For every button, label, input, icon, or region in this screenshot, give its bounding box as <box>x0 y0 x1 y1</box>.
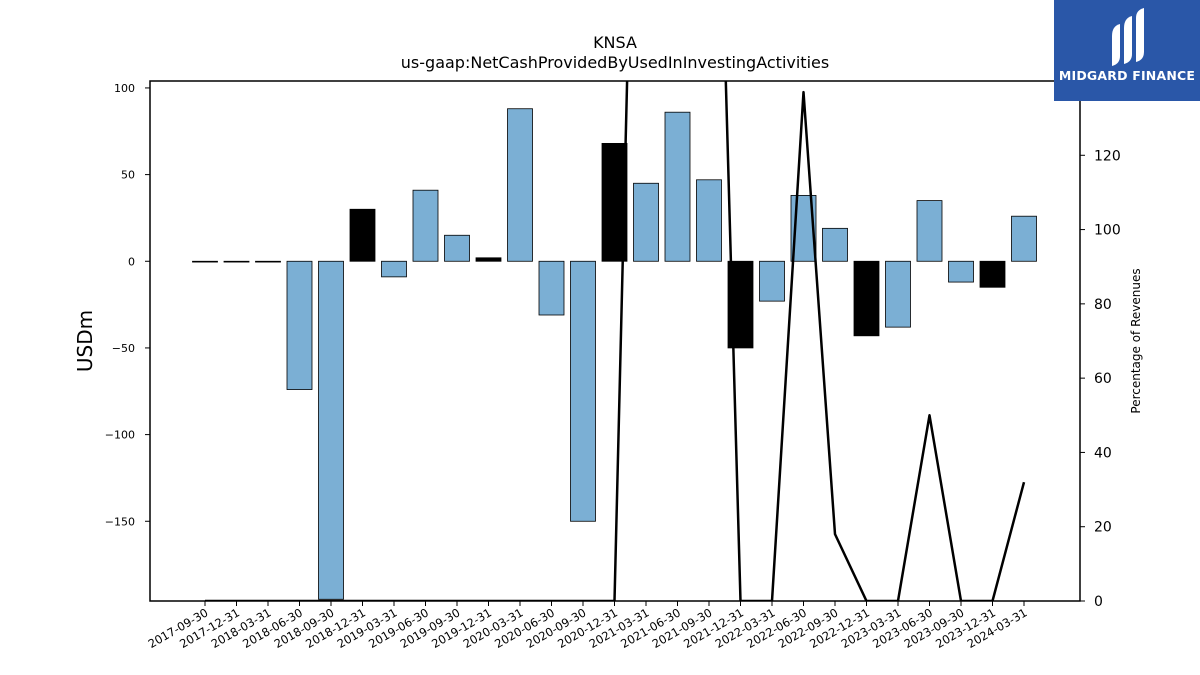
y2-tick-label: 100 <box>1094 223 1121 239</box>
bar <box>255 260 281 263</box>
bar <box>759 260 785 302</box>
bar <box>633 182 659 262</box>
midgard-logo-icon <box>1112 8 1144 66</box>
bar <box>318 260 344 600</box>
y2-tick-label: 60 <box>1094 371 1112 387</box>
bar <box>853 260 880 337</box>
y2-tick-label: 120 <box>1094 148 1121 164</box>
bar <box>286 260 313 390</box>
y-tick-label: 0 <box>128 255 135 268</box>
bar <box>475 257 502 262</box>
bar <box>507 108 533 262</box>
bar-series <box>192 108 1037 600</box>
bar <box>696 179 722 262</box>
bar <box>1011 215 1037 262</box>
y2-axis: 0 20 40 60 80 100 120 <box>1080 148 1121 610</box>
y2-tick-label: 0 <box>1094 594 1103 610</box>
y2-axis-label: Percentage of Revenues <box>1129 268 1143 413</box>
y-axis: 100 50 0 −50 −100 −150 <box>105 82 150 528</box>
bar <box>381 260 407 278</box>
y2-tick-label: 20 <box>1094 520 1112 536</box>
y-tick-label: 100 <box>114 82 135 95</box>
y-tick-label: 50 <box>121 169 135 182</box>
bar <box>979 260 1006 288</box>
y-tick-label: −100 <box>105 429 135 442</box>
bar <box>822 227 848 262</box>
brand-name: MIDGARD FINANCE <box>1058 68 1196 83</box>
y2-tick-label: 40 <box>1094 445 1112 461</box>
brand-logo: MIDGARD FINANCE <box>1054 0 1200 101</box>
y-tick-label: −50 <box>112 342 135 355</box>
x-axis: 2017-09-302017-12-312018-03-312018-06-30… <box>146 601 1030 651</box>
plot-frame <box>149 80 1081 602</box>
bar <box>412 189 439 262</box>
chart-subtitle: us-gaap:NetCashProvidedByUsedInInvesting… <box>401 53 829 72</box>
bar <box>885 260 911 328</box>
bar <box>664 111 691 262</box>
y-axis-label: USDm <box>73 310 97 372</box>
y-tick-label: −150 <box>105 515 135 528</box>
bar <box>538 260 565 316</box>
bar <box>948 260 974 283</box>
y2-tick-label: 80 <box>1094 297 1112 313</box>
bar <box>444 234 470 262</box>
bar <box>349 208 376 262</box>
bar <box>223 260 250 263</box>
bar <box>192 260 218 263</box>
bar <box>570 260 596 522</box>
chart-title: KNSA <box>593 33 637 52</box>
bar <box>916 200 943 262</box>
